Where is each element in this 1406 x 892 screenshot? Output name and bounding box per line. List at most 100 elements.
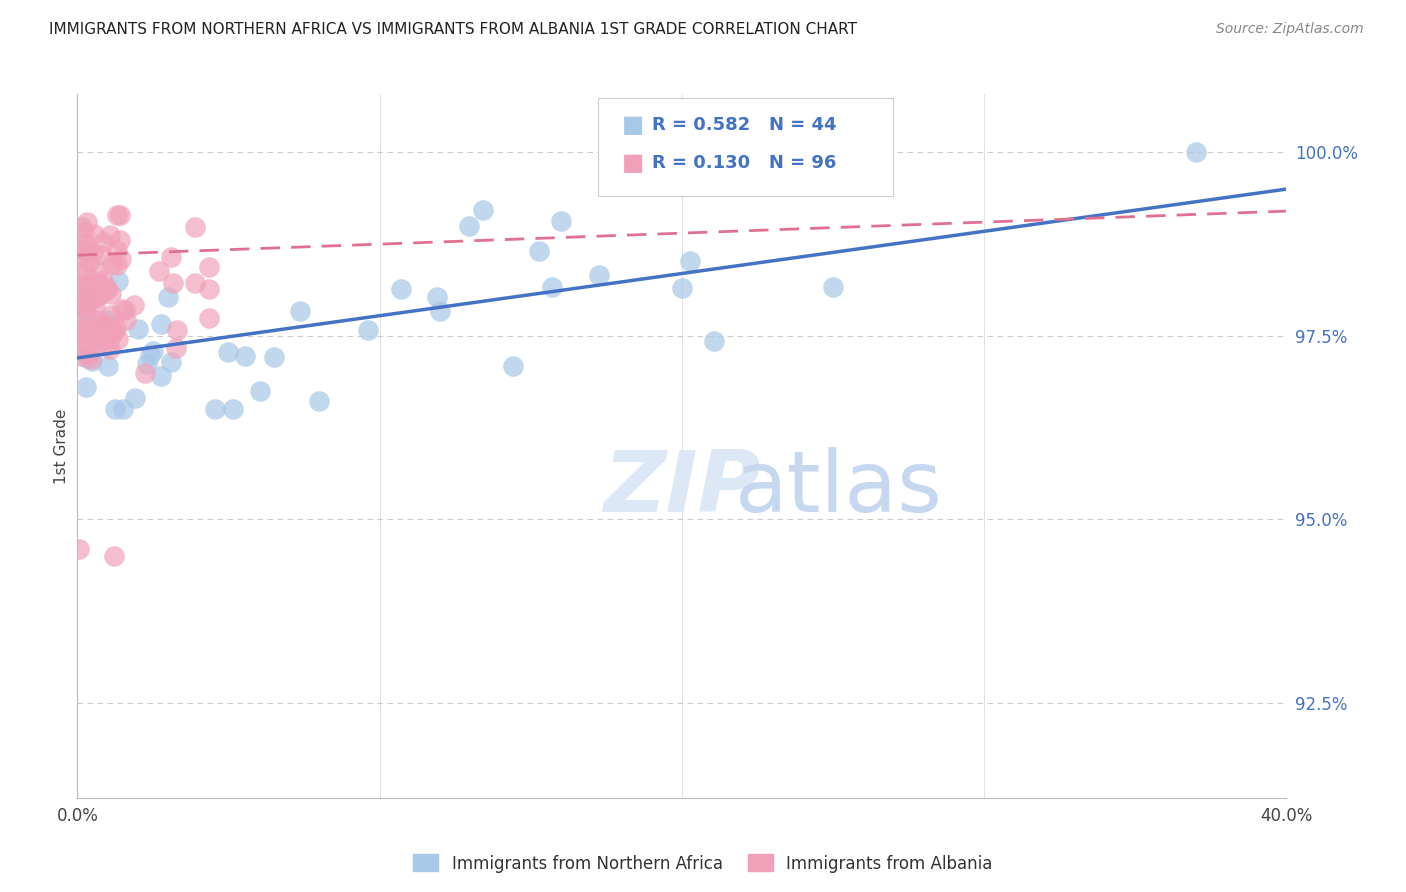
Point	[136, 358, 159, 372]
Point	[70, 297, 93, 311]
Point	[472, 202, 495, 217]
Point	[93, 318, 115, 332]
Point	[100, 287, 122, 301]
Text: R = 0.130   N = 96: R = 0.130 N = 96	[652, 154, 837, 172]
Point	[96, 283, 118, 297]
Point	[105, 258, 128, 272]
Point	[107, 274, 129, 288]
Point	[103, 325, 125, 339]
Point	[84, 291, 107, 305]
Point	[87, 277, 110, 292]
Point	[83, 298, 105, 312]
Text: ■: ■	[621, 152, 644, 175]
Point	[502, 359, 524, 373]
Point	[150, 318, 173, 332]
Point	[73, 335, 96, 350]
Point	[457, 219, 479, 233]
Point	[98, 318, 121, 333]
Point	[82, 246, 104, 260]
Point	[198, 310, 221, 325]
Text: R = 0.582   N = 44: R = 0.582 N = 44	[652, 116, 837, 134]
Point	[183, 276, 205, 290]
Point	[73, 302, 96, 317]
Point	[70, 219, 93, 234]
Point	[541, 280, 564, 294]
Point	[103, 549, 125, 563]
Point	[77, 293, 100, 307]
Point	[389, 282, 412, 296]
Legend: Immigrants from Northern Africa, Immigrants from Albania: Immigrants from Northern Africa, Immigra…	[406, 847, 1000, 880]
Point	[72, 321, 94, 335]
Point	[104, 320, 127, 334]
Point	[83, 227, 105, 241]
Point	[77, 245, 100, 260]
Point	[122, 298, 145, 312]
Point	[550, 214, 572, 228]
Point	[222, 402, 245, 417]
Point	[148, 264, 170, 278]
Point	[108, 208, 131, 222]
Point	[98, 343, 121, 357]
Point	[105, 208, 128, 222]
Point	[75, 306, 97, 320]
Point	[73, 225, 96, 239]
Point	[66, 281, 89, 295]
Point	[69, 278, 91, 293]
Point	[87, 264, 110, 278]
Point	[588, 268, 610, 282]
Point	[679, 253, 702, 268]
Point	[107, 332, 129, 346]
Point	[70, 349, 93, 363]
Point	[77, 348, 100, 362]
Point	[100, 257, 122, 271]
Point	[75, 291, 97, 305]
Point	[111, 402, 134, 417]
Point	[98, 228, 121, 243]
Text: atlas: atlas	[735, 447, 943, 530]
Point	[79, 320, 101, 334]
Point	[166, 323, 188, 337]
Point	[110, 252, 132, 267]
Point	[80, 351, 103, 366]
Point	[111, 302, 134, 317]
Point	[96, 281, 118, 295]
Point	[157, 290, 180, 304]
Point	[105, 243, 128, 257]
Point	[75, 264, 97, 278]
Point	[66, 325, 89, 339]
Point	[86, 328, 108, 343]
Point	[72, 321, 94, 335]
Point	[233, 349, 256, 363]
Point	[108, 233, 131, 247]
Point	[89, 283, 111, 297]
Point	[198, 282, 221, 296]
Point	[218, 344, 240, 359]
Point	[73, 236, 96, 251]
Point	[69, 326, 91, 340]
Point	[76, 351, 98, 366]
Point	[72, 299, 94, 313]
Point	[429, 303, 451, 318]
Point	[671, 281, 693, 295]
Point	[114, 303, 136, 318]
Point	[263, 350, 285, 364]
Point	[134, 366, 156, 380]
Point	[165, 342, 187, 356]
Point	[142, 344, 165, 359]
Y-axis label: 1st Grade: 1st Grade	[53, 409, 69, 483]
Point	[70, 248, 93, 262]
Point	[77, 327, 100, 342]
Point	[91, 235, 114, 249]
Point	[70, 295, 93, 310]
Text: Source: ZipAtlas.com: Source: ZipAtlas.com	[1216, 22, 1364, 37]
Point	[75, 380, 97, 394]
Point	[91, 248, 114, 262]
Point	[290, 304, 312, 318]
Point	[84, 335, 107, 350]
Point	[67, 328, 90, 343]
Point	[94, 339, 117, 353]
Point	[80, 329, 103, 343]
Point	[67, 541, 90, 556]
Point	[426, 290, 449, 304]
Point	[139, 348, 162, 362]
